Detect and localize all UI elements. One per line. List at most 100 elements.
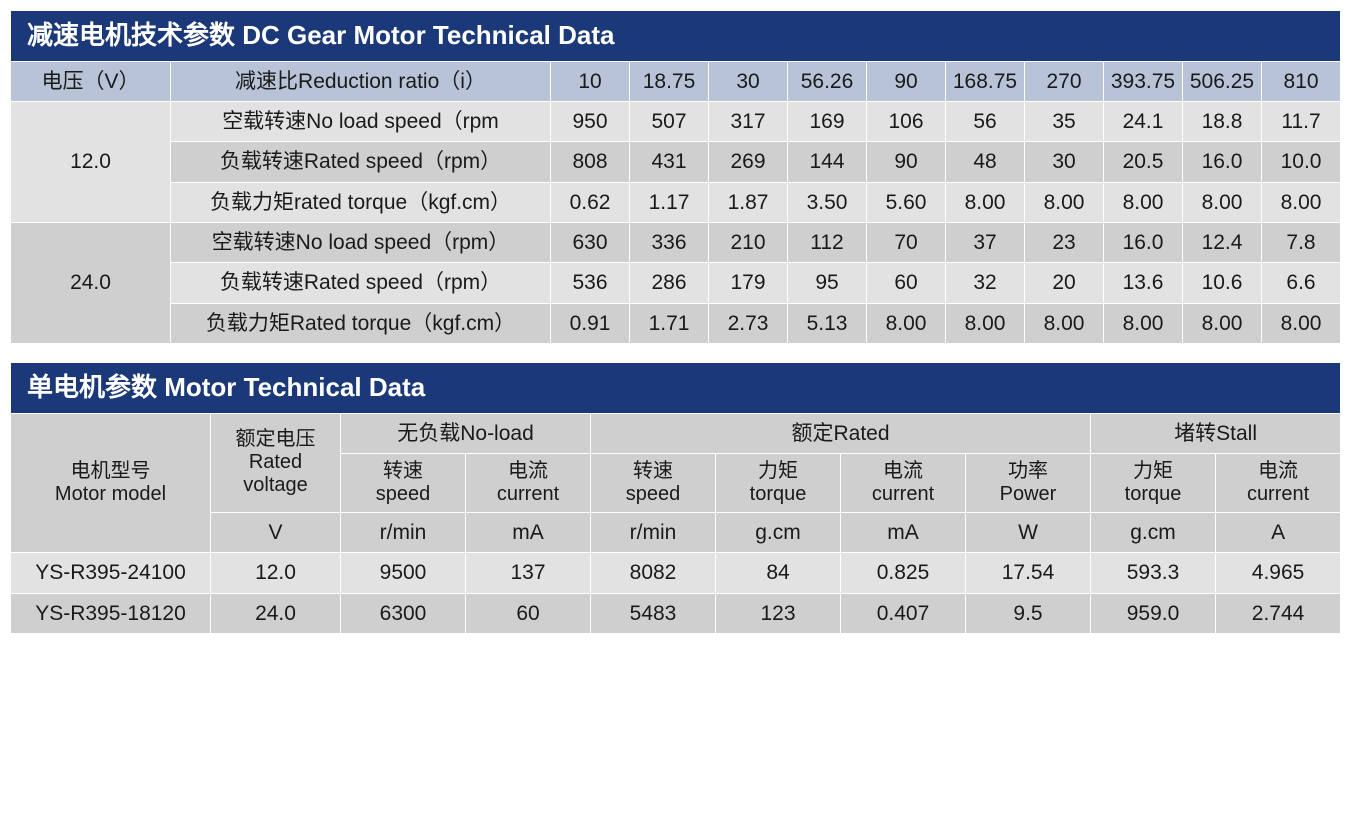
motor-cell: 6300 bbox=[341, 593, 466, 633]
gear-cell: 950 bbox=[551, 102, 630, 142]
motor-cell: 84 bbox=[716, 553, 841, 593]
motor-cell: 137 bbox=[466, 553, 591, 593]
gear-cell: 336 bbox=[630, 222, 709, 262]
motor-rv-header: 额定电压 Rated voltage bbox=[211, 413, 341, 512]
gear-cell: 70 bbox=[867, 222, 946, 262]
gear-row-label: 空载转速No load speed（rpm） bbox=[171, 222, 551, 262]
gear-cell: 8.00 bbox=[1183, 182, 1262, 222]
motor-cell: 123 bbox=[716, 593, 841, 633]
motor-cell-model: YS-R395-18120 bbox=[11, 593, 211, 633]
gear-cell: 1.71 bbox=[630, 303, 709, 343]
gear-ratio-val: 168.75 bbox=[946, 61, 1025, 101]
gear-ratio-val: 810 bbox=[1262, 61, 1341, 101]
motor-group-stall: 堵转Stall bbox=[1091, 413, 1341, 453]
gear-row-label: 负载力矩rated torque（kgf.cm） bbox=[171, 182, 551, 222]
motor-cell: 9500 bbox=[341, 553, 466, 593]
gear-cell: 95 bbox=[788, 263, 867, 303]
gear-cell: 18.8 bbox=[1183, 102, 1262, 142]
motor-group-noload: 无负载No-load bbox=[341, 413, 591, 453]
gear-motor-table: 减速电机技术参数 DC Gear Motor Technical Data 电压… bbox=[10, 10, 1341, 344]
gear-cell: 3.50 bbox=[788, 182, 867, 222]
gear-row-label: 负载转速Rated speed（rpm） bbox=[171, 142, 551, 182]
gear-cell: 808 bbox=[551, 142, 630, 182]
motor-unit: g.cm bbox=[1091, 512, 1216, 552]
gear-cell: 536 bbox=[551, 263, 630, 303]
motor-unit: mA bbox=[841, 512, 966, 552]
motor-cell: 12.0 bbox=[211, 553, 341, 593]
gear-cell: 8.00 bbox=[946, 182, 1025, 222]
gear-cell: 286 bbox=[630, 263, 709, 303]
motor-cell: 24.0 bbox=[211, 593, 341, 633]
motor-table: 单电机参数 Motor Technical Data 电机型号 Motor mo… bbox=[10, 362, 1341, 634]
motor-title: 单电机参数 Motor Technical Data bbox=[11, 362, 1341, 413]
gear-row-label: 负载转速Rated speed（rpm） bbox=[171, 263, 551, 303]
motor-cell: 959.0 bbox=[1091, 593, 1216, 633]
gear-cell: 16.0 bbox=[1183, 142, 1262, 182]
motor-unit: V bbox=[211, 512, 341, 552]
gear-cell: 5.60 bbox=[867, 182, 946, 222]
motor-sub-torque: 力矩torque bbox=[716, 453, 841, 512]
motor-sub-current: 电流current bbox=[841, 453, 966, 512]
gear-cell: 8.00 bbox=[1025, 303, 1104, 343]
gear-ratio-val: 10 bbox=[551, 61, 630, 101]
gear-cell: 6.6 bbox=[1262, 263, 1341, 303]
motor-sub-current: 电流current bbox=[466, 453, 591, 512]
gear-cell: 8.00 bbox=[1104, 182, 1183, 222]
motor-sub-power: 功率Power bbox=[966, 453, 1091, 512]
gear-ratio-val: 270 bbox=[1025, 61, 1104, 101]
motor-unit: W bbox=[966, 512, 1091, 552]
motor-sub-speed: 转速speed bbox=[341, 453, 466, 512]
motor-cell: 8082 bbox=[591, 553, 716, 593]
motor-cell: 4.965 bbox=[1216, 553, 1341, 593]
motor-rv-header-en: Rated bbox=[249, 451, 302, 473]
gear-cell: 5.13 bbox=[788, 303, 867, 343]
motor-rv-header-cn: 额定电压 bbox=[236, 428, 316, 450]
gear-voltage-cell: 12.0 bbox=[11, 102, 171, 223]
gear-cell: 12.4 bbox=[1183, 222, 1262, 262]
gear-ratio-val: 506.25 bbox=[1183, 61, 1262, 101]
gear-voltage-header: 电压（V） bbox=[11, 61, 171, 101]
gear-cell: 1.87 bbox=[709, 182, 788, 222]
motor-sub-torque: 力矩torque bbox=[1091, 453, 1216, 512]
gear-cell: 8.00 bbox=[1262, 182, 1341, 222]
motor-unit: r/min bbox=[341, 512, 466, 552]
motor-cell: 2.744 bbox=[1216, 593, 1341, 633]
gear-cell: 144 bbox=[788, 142, 867, 182]
motor-cell-model: YS-R395-24100 bbox=[11, 553, 211, 593]
gear-cell: 269 bbox=[709, 142, 788, 182]
gear-cell: 0.91 bbox=[551, 303, 630, 343]
motor-rv-header-en2: voltage bbox=[243, 474, 308, 496]
gear-ratio-val: 90 bbox=[867, 61, 946, 101]
gear-cell: 8.00 bbox=[1262, 303, 1341, 343]
gear-cell: 7.8 bbox=[1262, 222, 1341, 262]
motor-row: YS-R395-18120 24.0 6300 60 5483 123 0.40… bbox=[11, 593, 1341, 633]
gear-cell: 23 bbox=[1025, 222, 1104, 262]
gear-cell: 507 bbox=[630, 102, 709, 142]
gear-ratio-val: 30 bbox=[709, 61, 788, 101]
gear-cell: 169 bbox=[788, 102, 867, 142]
motor-unit: A bbox=[1216, 512, 1341, 552]
gear-row-label: 空载转速No load speed（rpm bbox=[171, 102, 551, 142]
gear-cell: 317 bbox=[709, 102, 788, 142]
gear-title: 减速电机技术参数 DC Gear Motor Technical Data bbox=[11, 11, 1341, 62]
motor-model-header: 电机型号 Motor model bbox=[11, 413, 211, 553]
gear-cell: 112 bbox=[788, 222, 867, 262]
gear-cell: 20 bbox=[1025, 263, 1104, 303]
gear-cell: 8.00 bbox=[867, 303, 946, 343]
gear-cell: 13.6 bbox=[1104, 263, 1183, 303]
gear-cell: 35 bbox=[1025, 102, 1104, 142]
motor-cell: 5483 bbox=[591, 593, 716, 633]
gear-ratio-header: 减速比Reduction ratio（i） bbox=[171, 61, 551, 101]
gear-cell: 8.00 bbox=[1025, 182, 1104, 222]
motor-cell: 0.825 bbox=[841, 553, 966, 593]
motor-unit: mA bbox=[466, 512, 591, 552]
gear-cell: 8.00 bbox=[946, 303, 1025, 343]
gear-cell: 179 bbox=[709, 263, 788, 303]
gear-row-label: 负载力矩Rated torque（kgf.cm） bbox=[171, 303, 551, 343]
motor-unit: g.cm bbox=[716, 512, 841, 552]
gear-cell: 10.6 bbox=[1183, 263, 1262, 303]
motor-unit: r/min bbox=[591, 512, 716, 552]
motor-cell: 0.407 bbox=[841, 593, 966, 633]
gear-ratio-val: 18.75 bbox=[630, 61, 709, 101]
motor-group-rated: 额定Rated bbox=[591, 413, 1091, 453]
